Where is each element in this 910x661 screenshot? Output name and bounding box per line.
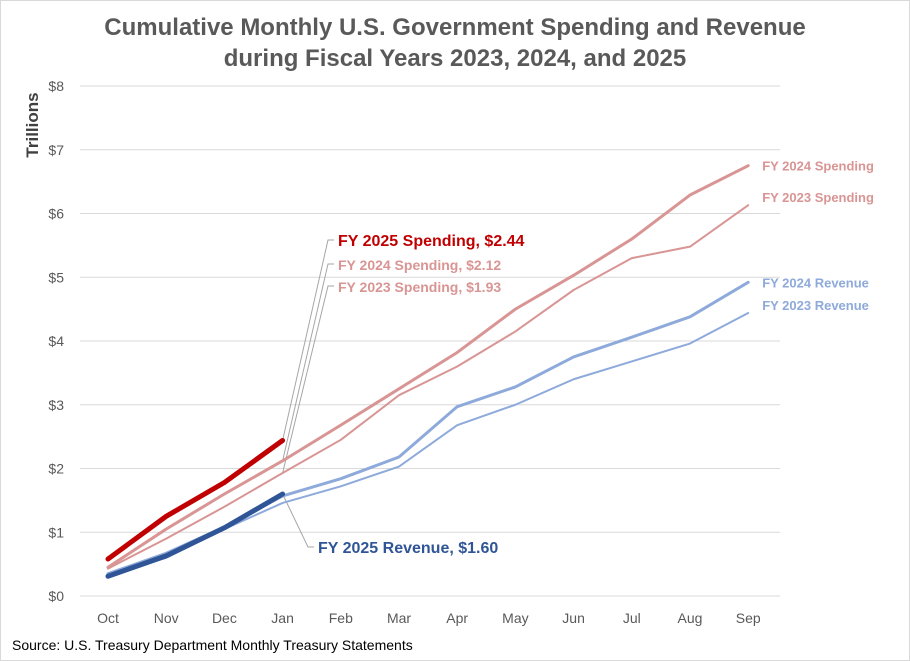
series-line-fy25r [105,491,286,579]
leader-line-ann_fy24s [282,263,334,461]
annotation-ann_fy24s: FY 2024 Spending, $2.12 [338,257,501,273]
series-line-fy23s [107,204,750,570]
chart-title-line1: Cumulative Monthly U.S. Government Spend… [104,14,806,41]
end-label-end_fy24r: FY 2024 Revenue [762,275,869,290]
end-label-end_fy24s: FY 2024 Spending [762,159,874,174]
y-tick-label: $8 [48,78,64,94]
x-tick-label: May [502,610,528,626]
x-tick-label: Nov [154,610,179,626]
leader-line-ann_fy25r [282,493,314,548]
y-tick-label: $1 [48,524,64,540]
y-tick-label: $7 [48,142,64,158]
y-tick-label: $2 [48,461,64,477]
series-line-fy24s [106,164,750,569]
annotation-ann_fy23s: FY 2023 Spending, $1.93 [338,279,501,295]
annotation-ann_fy25r: FY 2025 Revenue, $1.60 [318,540,498,557]
x-tick-label: Mar [387,610,411,626]
x-tick-label: Jun [562,610,585,626]
end-label-end_fy23s: FY 2023 Spending [762,190,874,205]
end-label-end_fy23r: FY 2023 Revenue [762,298,869,313]
y-tick-label: $6 [48,206,64,222]
series-line-fy24r [106,280,750,576]
source-note: Source: U.S. Treasury Department Monthly… [12,637,413,653]
leader-line-ann_fy23s [282,285,334,474]
y-tick-label: $4 [48,333,64,349]
chart-title: Cumulative Monthly U.S. Government Spend… [0,12,910,74]
x-tick-label: Jan [271,610,294,626]
x-tick-label: Jul [623,610,641,626]
x-tick-label: Oct [97,610,119,626]
leader-line-ann_fy25s [282,239,334,441]
y-tick-label: $3 [48,397,64,413]
chart-title-line2: during Fiscal Years 2023, 2024, and 2025 [223,45,687,72]
x-tick-label: Feb [329,610,353,626]
x-tick-label: Dec [212,610,237,626]
y-tick-label: $0 [48,588,64,604]
x-tick-label: Sep [736,610,761,626]
series-line-fy25s [105,437,286,562]
y-tick-label: $5 [48,269,64,285]
x-tick-label: Apr [446,610,468,626]
x-tick-label: Aug [678,610,703,626]
annotation-ann_fy25s: FY 2025 Spending, $2.44 [338,233,525,250]
